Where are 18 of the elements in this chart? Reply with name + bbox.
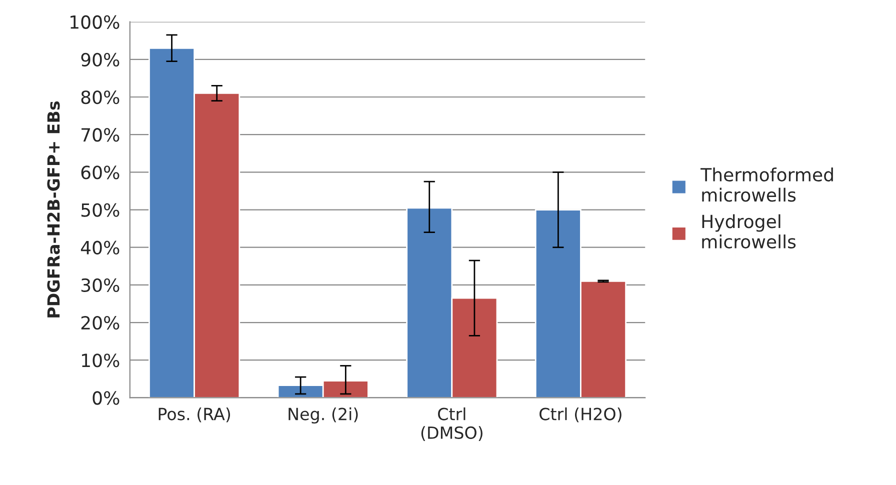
y-tick-label: 0% xyxy=(92,391,120,405)
y-tick-label: 60% xyxy=(81,166,120,180)
legend-label: Thermoformed microwells xyxy=(700,168,833,202)
y-tick-label: 30% xyxy=(81,278,120,292)
y-tick-label: 50% xyxy=(81,203,120,217)
y-tick-label: 10% xyxy=(82,354,120,368)
y-tick-label: 40% xyxy=(80,240,120,254)
y-tick-label: 100% xyxy=(70,15,120,29)
x-tick-label: Pos. (RA) xyxy=(158,407,230,422)
y-tick-label: 20% xyxy=(81,316,120,330)
y-tick-label: 80% xyxy=(81,90,120,104)
y-axis-title: PDGFRa-H2B-GFP+ EBs xyxy=(47,101,60,318)
legend-label: Hydrogel microwells xyxy=(702,214,796,248)
y-tick-label: 90% xyxy=(81,52,120,67)
x-tick-label: Ctrl (H2O) xyxy=(540,407,622,422)
y-tick-label: 70% xyxy=(82,128,120,142)
x-tick-label: Ctrl (DMSO) xyxy=(421,407,482,441)
x-tick-label: Neg. (2i) xyxy=(288,407,358,424)
